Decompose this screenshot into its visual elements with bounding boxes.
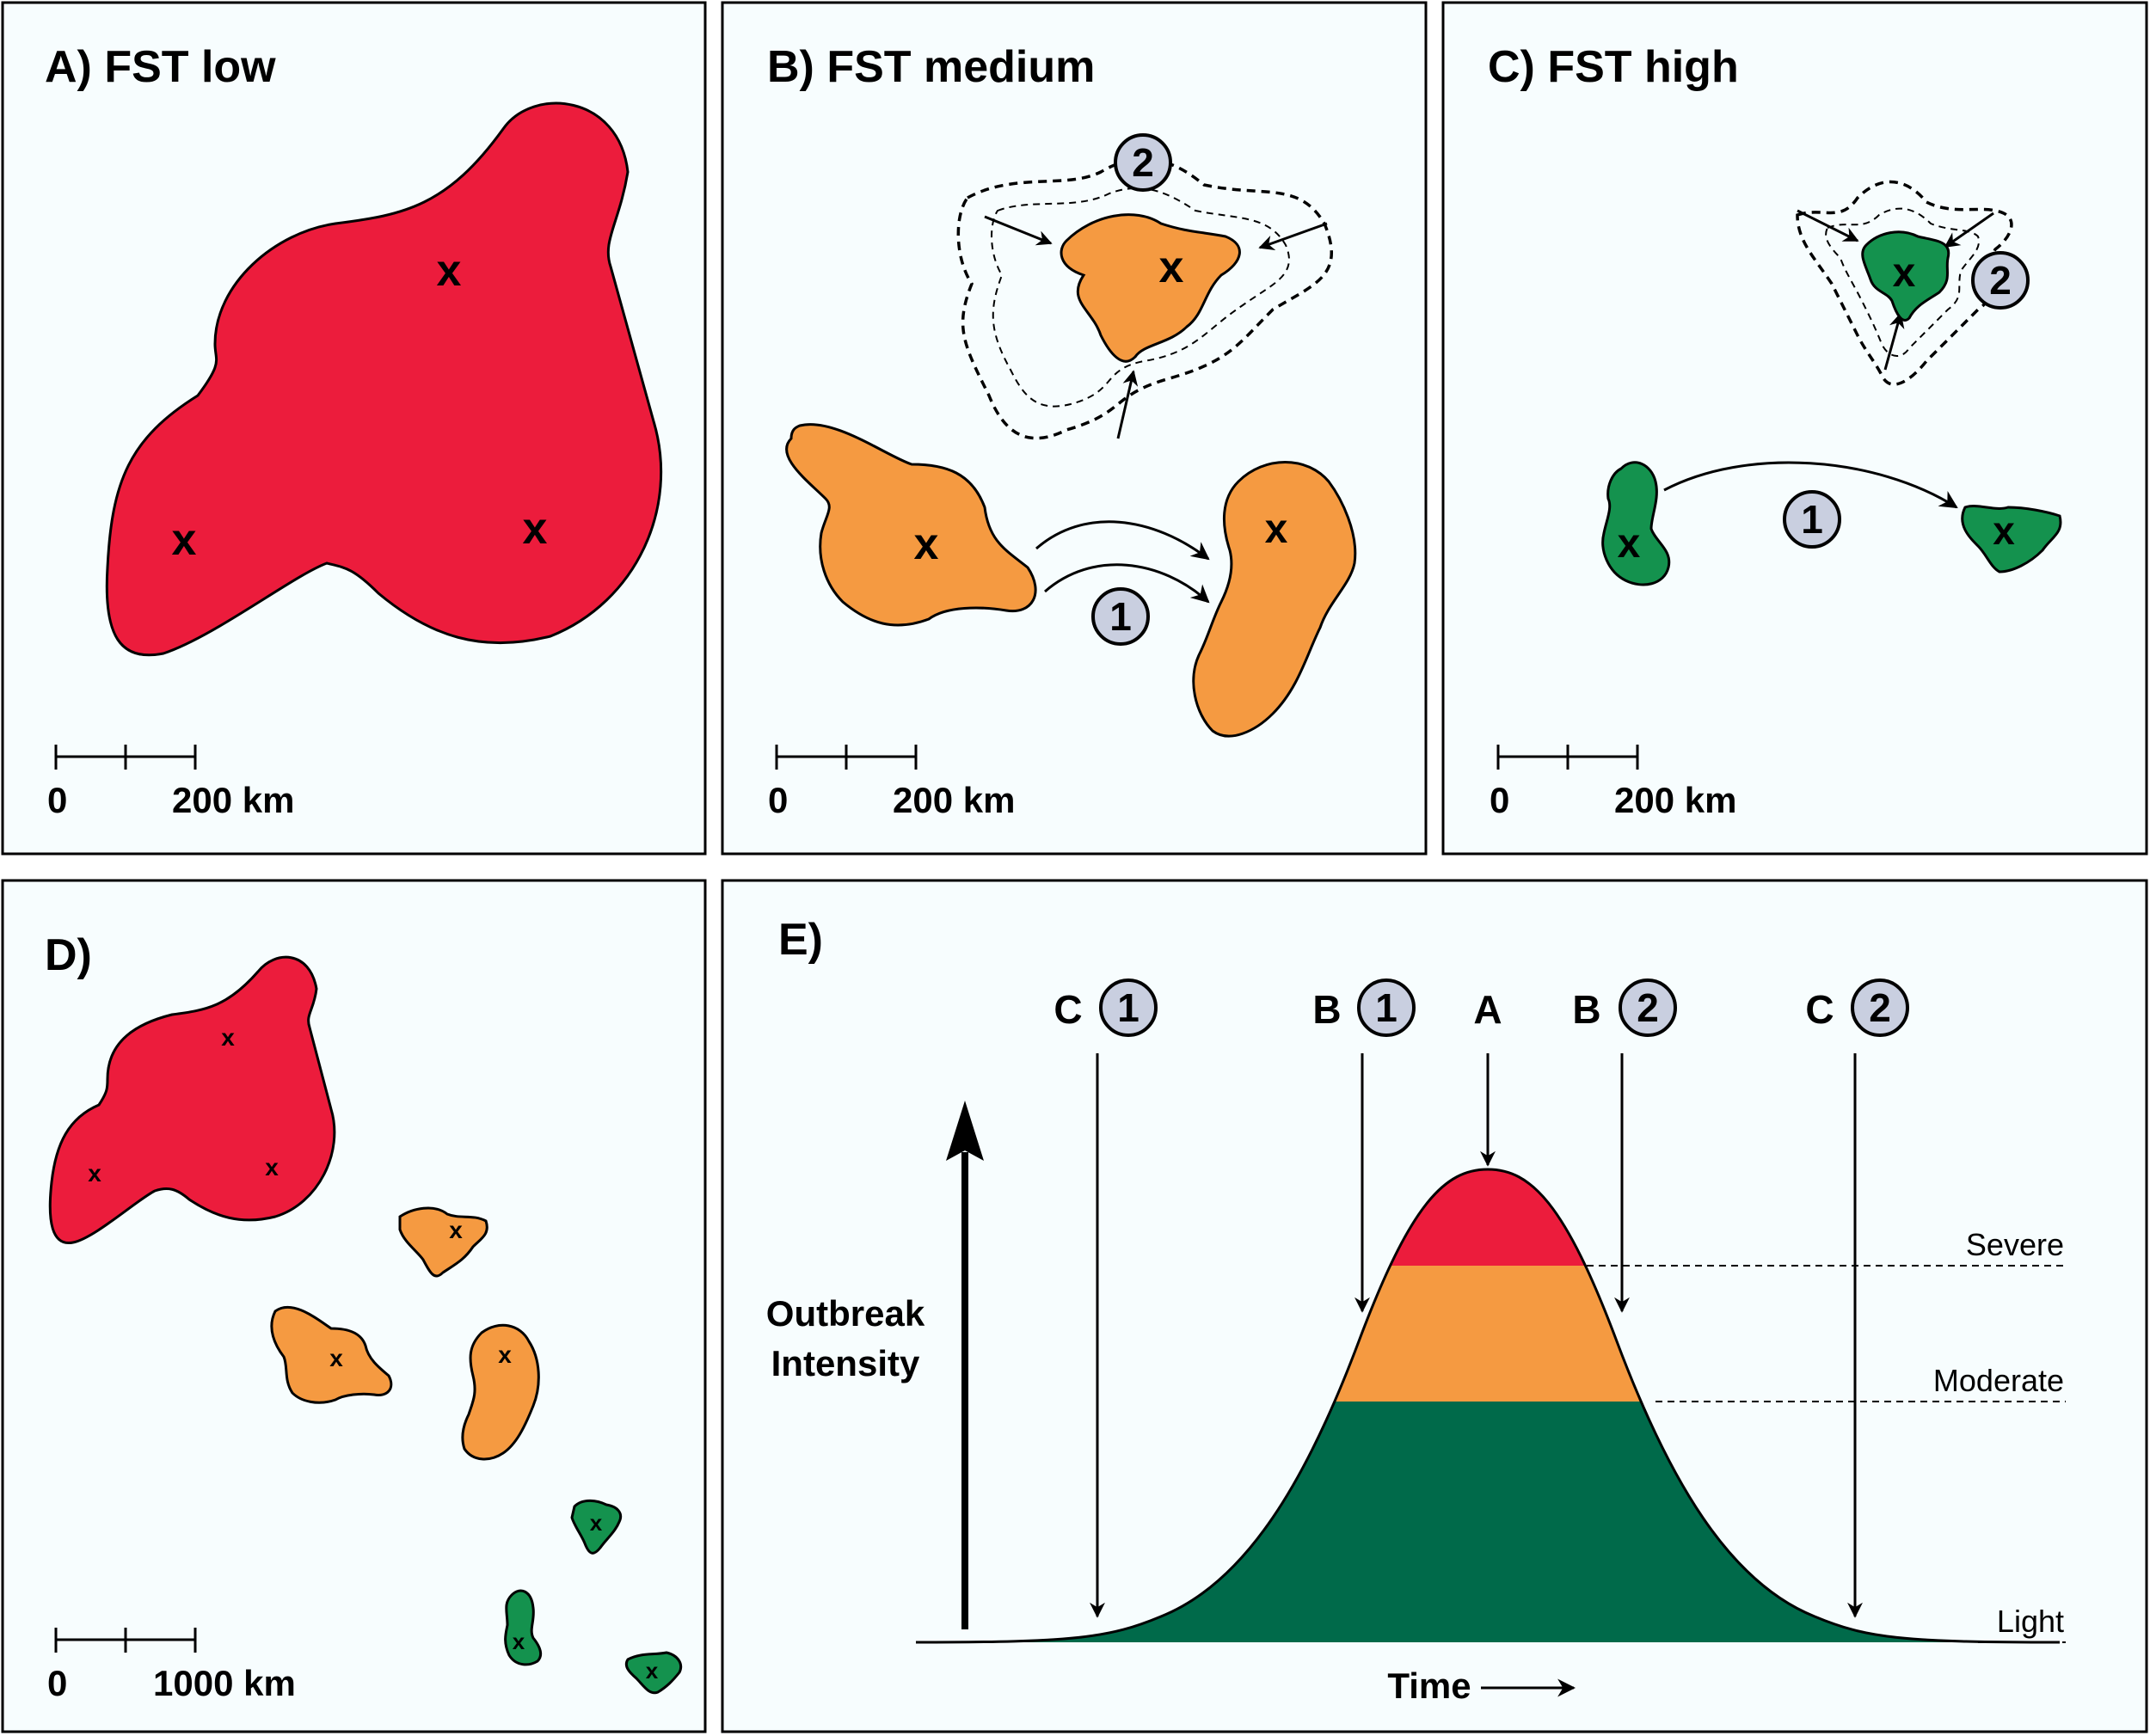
moderate-outbreak-region <box>1060 213 1241 363</box>
moderate-label: Moderate <box>1933 1363 2064 1398</box>
scale-start-label: 0 <box>47 780 67 820</box>
moderate-outbreak-region <box>461 1323 540 1461</box>
location-marker: x <box>513 1629 525 1654</box>
location-marker: x <box>437 246 462 296</box>
moderate-outbreak-region <box>398 1206 488 1278</box>
marker-letter: B <box>1312 987 1341 1032</box>
scale-start-label: 0 <box>768 780 788 820</box>
location-marker: x <box>221 1024 235 1051</box>
location-marker: x <box>1893 250 1916 296</box>
location-marker: x <box>449 1217 463 1243</box>
spread-arrow <box>1035 520 1210 561</box>
x-axis-label: Time <box>1387 1665 1471 1706</box>
spread-arrow <box>1044 563 1210 604</box>
callout-number: 2 <box>1869 985 1891 1030</box>
contraction-arrow <box>984 215 1053 246</box>
outbreak-curve <box>915 1168 2061 1644</box>
contraction-arrow <box>1883 312 1905 371</box>
panel-d-title: D) <box>45 930 92 980</box>
panel-b: B) FST medium x 2 x x 1 0 <box>721 1 1428 856</box>
contraction-arrow <box>1797 209 1859 242</box>
scale-bar: 0 1000 km <box>47 1628 296 1703</box>
panel-c-title: C) FST high <box>1488 42 1739 92</box>
light-outbreak-region <box>570 1499 623 1555</box>
panel-a-title: A) FST low <box>45 42 276 92</box>
scale-end-label: 200 km <box>1614 780 1736 820</box>
location-marker: x <box>914 519 939 569</box>
callout-2: 2 <box>1971 251 2030 310</box>
callout-number: 1 <box>1109 594 1132 639</box>
callout-1: 1 <box>1783 490 1841 549</box>
scale-end-label: 1000 km <box>153 1663 296 1703</box>
contraction-arrow <box>1944 212 1994 248</box>
location-marker: x <box>1618 521 1641 567</box>
light-outbreak-region <box>1861 230 1950 322</box>
marker-a: A <box>1473 987 1502 1167</box>
panel-c: C) FST high x 2 x x 1 0 200 km <box>1441 1 2148 856</box>
scale-end-label: 200 km <box>893 780 1015 820</box>
light-outbreak-region <box>1961 505 2062 574</box>
location-marker: x <box>1159 242 1184 292</box>
marker-letter: C <box>1054 987 1082 1032</box>
panel-d-frame <box>1 879 707 1733</box>
scale-start-label: 0 <box>1490 780 1509 820</box>
light-outbreak-region <box>504 1589 543 1666</box>
callout-number: 2 <box>1132 140 1154 185</box>
panel-e-title: E) <box>778 915 823 965</box>
contraction-arrow <box>1116 370 1139 439</box>
scale-start-label: 0 <box>47 1663 67 1703</box>
previous-extent-inner <box>1825 207 1980 357</box>
callout-number: 1 <box>1801 497 1823 542</box>
light-outbreak-region <box>1601 461 1671 586</box>
scale-bar: 0 200 km <box>47 745 294 820</box>
location-marker: x <box>646 1658 659 1684</box>
callout-number: 2 <box>1637 985 1659 1030</box>
y-axis-label-line1: Outbreak <box>766 1293 925 1334</box>
light-label: Light <box>1997 1604 2064 1639</box>
panel-d: D) x x x x x x x x x 0 1000 km <box>1 879 707 1733</box>
location-marker: x <box>265 1154 279 1181</box>
moderate-outbreak-region <box>1192 461 1357 738</box>
severe-outbreak-region <box>48 955 336 1245</box>
marker-letter: C <box>1805 987 1834 1032</box>
panel-c-frame <box>1441 1 2148 856</box>
location-marker: x <box>1265 506 1288 552</box>
location-marker: x <box>329 1345 343 1371</box>
scale-end-label: 200 km <box>172 780 294 820</box>
severe-label: Severe <box>1966 1227 2064 1262</box>
panel-b-title: B) FST medium <box>767 42 1095 92</box>
location-marker: x <box>590 1510 603 1536</box>
location-marker: x <box>88 1160 101 1187</box>
marker-letter: B <box>1572 987 1600 1032</box>
callout-number: 1 <box>1375 985 1398 1030</box>
marker-b2: B 2 <box>1572 978 1677 1313</box>
scale-bar: 0 200 km <box>768 745 1015 820</box>
panel-a: A) FST low x x x 0 200 km <box>1 1 707 856</box>
marker-c2: C 2 <box>1805 978 1909 1618</box>
location-marker: x <box>1993 508 2015 553</box>
moderate-outbreak-region <box>270 1305 393 1404</box>
callout-2: 2 <box>1114 133 1172 192</box>
location-marker: x <box>523 504 548 554</box>
panel-e: E) Severe Moderate Light Outbreak Intens… <box>721 879 2148 1733</box>
y-axis-label-line2: Intensity <box>771 1343 920 1383</box>
location-marker: x <box>172 515 197 565</box>
marker-b1: B 1 <box>1312 978 1416 1313</box>
callout-1: 1 <box>1091 587 1150 646</box>
severe-outbreak-region <box>105 101 663 657</box>
callout-number: 1 <box>1117 985 1140 1030</box>
y-axis-arrowhead <box>946 1101 984 1161</box>
marker-c1: C 1 <box>1054 978 1158 1618</box>
spread-arrow <box>1663 461 1958 509</box>
moderate-outbreak-region <box>785 423 1037 627</box>
scale-bar: 0 200 km <box>1490 745 1736 820</box>
location-marker: x <box>498 1341 512 1368</box>
callout-number: 2 <box>1989 258 2012 303</box>
light-outbreak-region <box>624 1651 683 1695</box>
marker-letter: A <box>1473 987 1502 1032</box>
contraction-arrow <box>1258 222 1328 250</box>
